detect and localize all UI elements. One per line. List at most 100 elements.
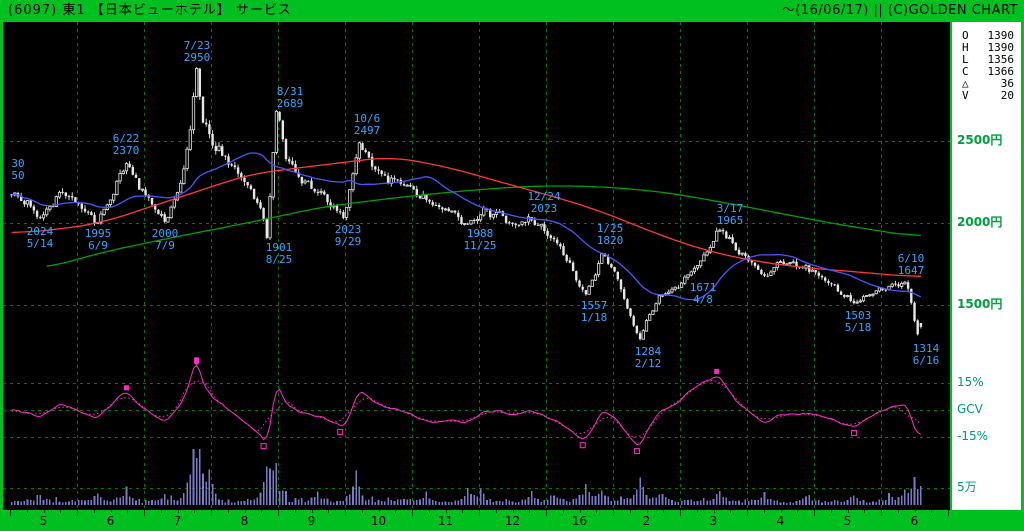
month-tick (412, 510, 413, 516)
month-label: 16 (571, 514, 588, 528)
week-tick (395, 510, 397, 513)
month-tick (613, 510, 614, 516)
quote-row: L 1356 (962, 53, 1014, 66)
month-label: 7 (173, 514, 182, 528)
week-tick (629, 510, 631, 513)
ohlc-quote-box: O 1390 H 1390 L 1356 C 1366 △ 36 V 20 (952, 30, 1021, 102)
month-tick (881, 510, 882, 516)
month-label: 2 (642, 514, 651, 528)
week-tick (529, 510, 531, 513)
month-label: 9 (307, 514, 316, 528)
week-tick (864, 510, 866, 513)
month-label: 6 (106, 514, 115, 528)
month-tick (77, 510, 78, 516)
week-tick (797, 510, 799, 513)
week-tick (294, 510, 296, 513)
price-volume-chart: 6/22 2370 7/23 2950 8/31 2689 10/6 2497 12/24 202… (3, 22, 950, 510)
week-tick (931, 510, 933, 513)
week-tick (428, 510, 430, 513)
quote-row: △ 36 (962, 77, 1014, 90)
month-label: 11 (437, 514, 454, 528)
price-axis-label: 2500円 (957, 133, 1003, 147)
gcv-signal-line (11, 379, 922, 438)
ma-long-line (46, 185, 921, 267)
gcv-markers (124, 357, 857, 455)
quote-row: H 1390 (962, 41, 1014, 54)
ma-mid-line (11, 157, 921, 277)
week-tick (663, 510, 665, 513)
oscillator-axis-label: 15% (957, 375, 984, 389)
week-tick (847, 510, 849, 513)
month-label: 5 (39, 514, 48, 528)
week-tick (512, 510, 514, 513)
week-tick (43, 510, 45, 513)
volume-axis-label: 5万 (957, 480, 977, 494)
grid-lines (3, 22, 950, 510)
chart-annotations: 6/22 2370 7/23 2950 8/31 2689 10/6 2497 12/24 202… (11, 39, 939, 370)
month-tick (278, 510, 279, 516)
week-tick (596, 510, 598, 513)
right-panel: O 1390 H 1390 L 1356 C 1366 △ 36 V 20 2500円 2000円 150… (950, 22, 1021, 510)
month-label: 8 (240, 514, 249, 528)
week-tick (914, 510, 916, 513)
month-tick (345, 510, 346, 516)
oscillator-axis-label: GCV (957, 402, 983, 416)
week-tick (160, 510, 162, 513)
week-tick (897, 510, 899, 513)
candlesticks (10, 67, 923, 341)
week-tick (646, 510, 648, 513)
month-label: 6 (910, 514, 919, 528)
week-tick (26, 510, 28, 513)
week-tick (696, 510, 698, 513)
week-tick (93, 510, 95, 513)
week-tick (830, 510, 832, 513)
month-tick (211, 510, 212, 516)
month-label: 12 (504, 514, 521, 528)
week-tick (562, 510, 564, 513)
week-tick (361, 510, 363, 513)
week-tick (730, 510, 732, 513)
date-copyright: ～(16/06/17) || (C)GOLDEN CHART (781, 3, 1018, 18)
price-axis-label: 2000円 (957, 215, 1003, 229)
stock-title: (6097) 東1 【日本ビューホテル】 サービス (8, 3, 292, 18)
month-tick (747, 510, 748, 516)
quote-row: O 1390 (962, 29, 1014, 42)
volume-bars (10, 449, 922, 505)
week-tick (60, 510, 62, 513)
month-label: 4 (776, 514, 785, 528)
title-bar: (6097) 東1 【日本ビューホテル】 サービス ～(16/06/17) ||… (0, 0, 1024, 22)
month-tick (814, 510, 815, 516)
week-tick (328, 510, 330, 513)
week-tick (127, 510, 129, 513)
month-tick (948, 510, 949, 516)
week-tick (579, 510, 581, 513)
week-tick (177, 510, 179, 513)
oscillator-axis-label: -15% (957, 429, 989, 443)
week-tick (244, 510, 246, 513)
week-tick (311, 510, 313, 513)
week-tick (495, 510, 497, 513)
week-tick (261, 510, 263, 513)
week-tick (763, 510, 765, 513)
week-tick (110, 510, 112, 513)
quote-row: V 20 (962, 89, 1014, 102)
week-tick (462, 510, 464, 513)
month-tick (479, 510, 480, 516)
week-tick (227, 510, 229, 513)
ma-short-line (11, 152, 922, 301)
